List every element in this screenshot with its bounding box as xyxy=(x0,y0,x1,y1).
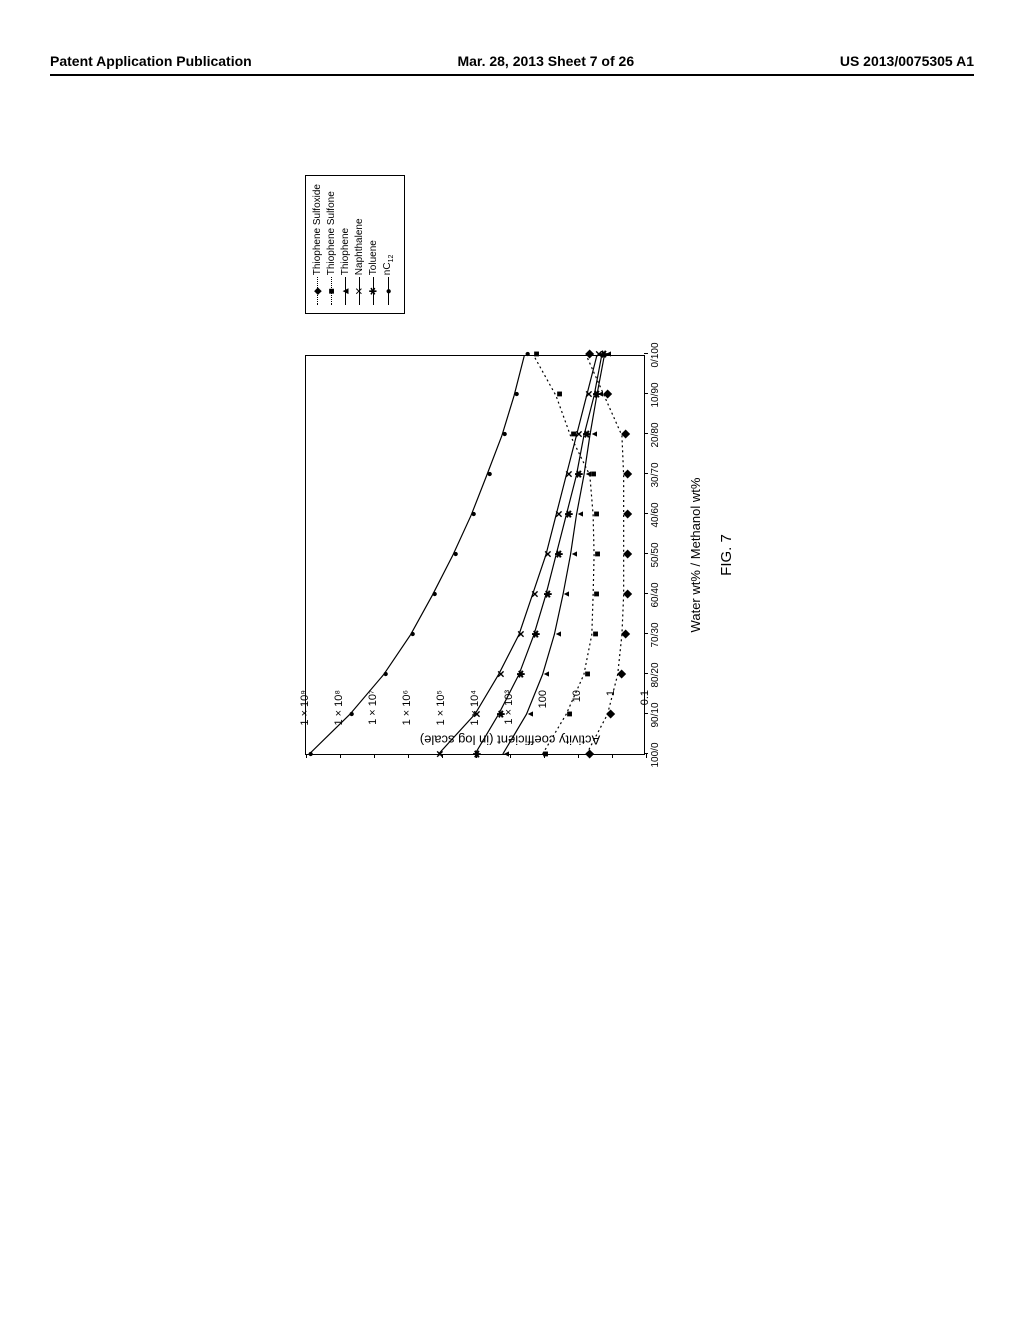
x-tick: 50/50 xyxy=(650,542,661,567)
data-marker xyxy=(588,390,603,398)
y-tick: 1 × 10⁷ xyxy=(367,690,379,750)
chart-container: Activity coefficient (in log scale) Wate… xyxy=(285,285,735,825)
x-tick: 0/100 xyxy=(650,342,661,367)
data-marker xyxy=(612,670,627,678)
data-marker xyxy=(586,631,601,637)
data-marker xyxy=(497,750,511,759)
data-marker xyxy=(518,351,533,357)
legend-item: ●nC12 xyxy=(382,184,395,305)
data-marker xyxy=(513,630,528,638)
data-marker xyxy=(565,550,579,559)
x-tick: 70/30 xyxy=(650,622,661,647)
legend-label: Thiophene Sulfone xyxy=(326,191,337,275)
data-marker xyxy=(550,391,565,397)
x-tick: 20/80 xyxy=(650,422,661,447)
x-axis-label: Water wt% / Methanol wt% xyxy=(688,355,703,755)
data-marker xyxy=(404,631,419,637)
data-marker xyxy=(521,710,535,719)
data-marker xyxy=(465,511,480,517)
data-marker xyxy=(540,590,555,598)
data-marker xyxy=(549,630,563,639)
legend-label: Thiophene xyxy=(340,228,351,275)
data-marker xyxy=(587,591,602,597)
data-marker xyxy=(550,550,565,558)
chart-wrapper: Activity coefficient (in log scale) Wate… xyxy=(285,285,735,825)
legend-item: ■Thiophene Sulfone xyxy=(326,184,337,305)
x-tick: 30/70 xyxy=(650,462,661,487)
figure-caption: FIG. 7 xyxy=(718,355,735,755)
data-marker xyxy=(596,350,611,358)
data-marker xyxy=(581,750,596,758)
y-tick: 1 × 10⁸ xyxy=(333,690,345,750)
data-marker xyxy=(480,471,495,477)
data-marker xyxy=(557,590,571,599)
legend-item: ✕Naphthalene xyxy=(354,184,365,305)
data-marker xyxy=(618,550,633,558)
data-marker xyxy=(578,671,593,677)
legend-label: Naphthalene xyxy=(354,218,365,275)
legend-label: nC12 xyxy=(382,255,395,276)
legend-item: ◆Thiophene Sulfoxide xyxy=(312,184,323,305)
x-tick: 80/20 xyxy=(650,662,661,687)
x-tick: 60/40 xyxy=(650,582,661,607)
data-marker xyxy=(528,630,543,638)
y-tick: 1 × 10⁶ xyxy=(401,690,413,750)
y-tick: 1 × 10⁵ xyxy=(435,690,447,750)
legend-item: ✱Toluene xyxy=(368,184,379,305)
legend-item: ▲Thiophene xyxy=(340,184,351,305)
data-marker xyxy=(571,470,586,478)
document-header: Patent Application Publication Mar. 28, … xyxy=(50,53,974,76)
header-right: US 2013/0075305 A1 xyxy=(840,53,974,69)
data-marker xyxy=(432,750,447,758)
data-marker xyxy=(588,551,603,557)
x-tick: 10/90 xyxy=(650,382,661,407)
data-marker xyxy=(618,510,633,518)
data-marker xyxy=(618,470,633,478)
data-marker xyxy=(426,591,441,597)
data-marker xyxy=(560,510,575,518)
legend-label: Thiophene Sulfoxide xyxy=(312,184,323,275)
data-marker xyxy=(537,670,551,679)
legend-label: Toluene xyxy=(368,240,379,275)
data-marker xyxy=(578,430,593,438)
y-tick: 1 xyxy=(605,690,617,750)
data-marker xyxy=(508,391,523,397)
y-tick: 1 × 10⁹ xyxy=(299,690,311,750)
data-marker xyxy=(302,751,317,757)
y-tick: 1 × 10⁴ xyxy=(469,690,481,750)
y-tick: 10 xyxy=(571,690,583,750)
header-left: Patent Application Publication xyxy=(50,53,252,69)
data-marker xyxy=(616,630,631,638)
data-marker xyxy=(446,551,461,557)
y-tick: 1 × 10³ xyxy=(503,690,515,750)
data-marker xyxy=(377,671,392,677)
x-tick: 40/60 xyxy=(650,502,661,527)
y-tick: 100 xyxy=(537,690,549,750)
data-marker xyxy=(513,670,528,678)
header-center: Mar. 28, 2013 Sheet 7 of 26 xyxy=(457,53,634,69)
x-tick: 90/10 xyxy=(650,702,661,727)
chart-legend: ◆Thiophene Sulfoxide■Thiophene Sulfone▲T… xyxy=(305,175,405,314)
data-marker xyxy=(618,590,633,598)
data-marker xyxy=(587,511,602,517)
data-marker xyxy=(492,670,507,678)
data-marker xyxy=(496,431,511,437)
data-marker xyxy=(616,430,631,438)
x-tick: 100/0 xyxy=(650,742,661,767)
